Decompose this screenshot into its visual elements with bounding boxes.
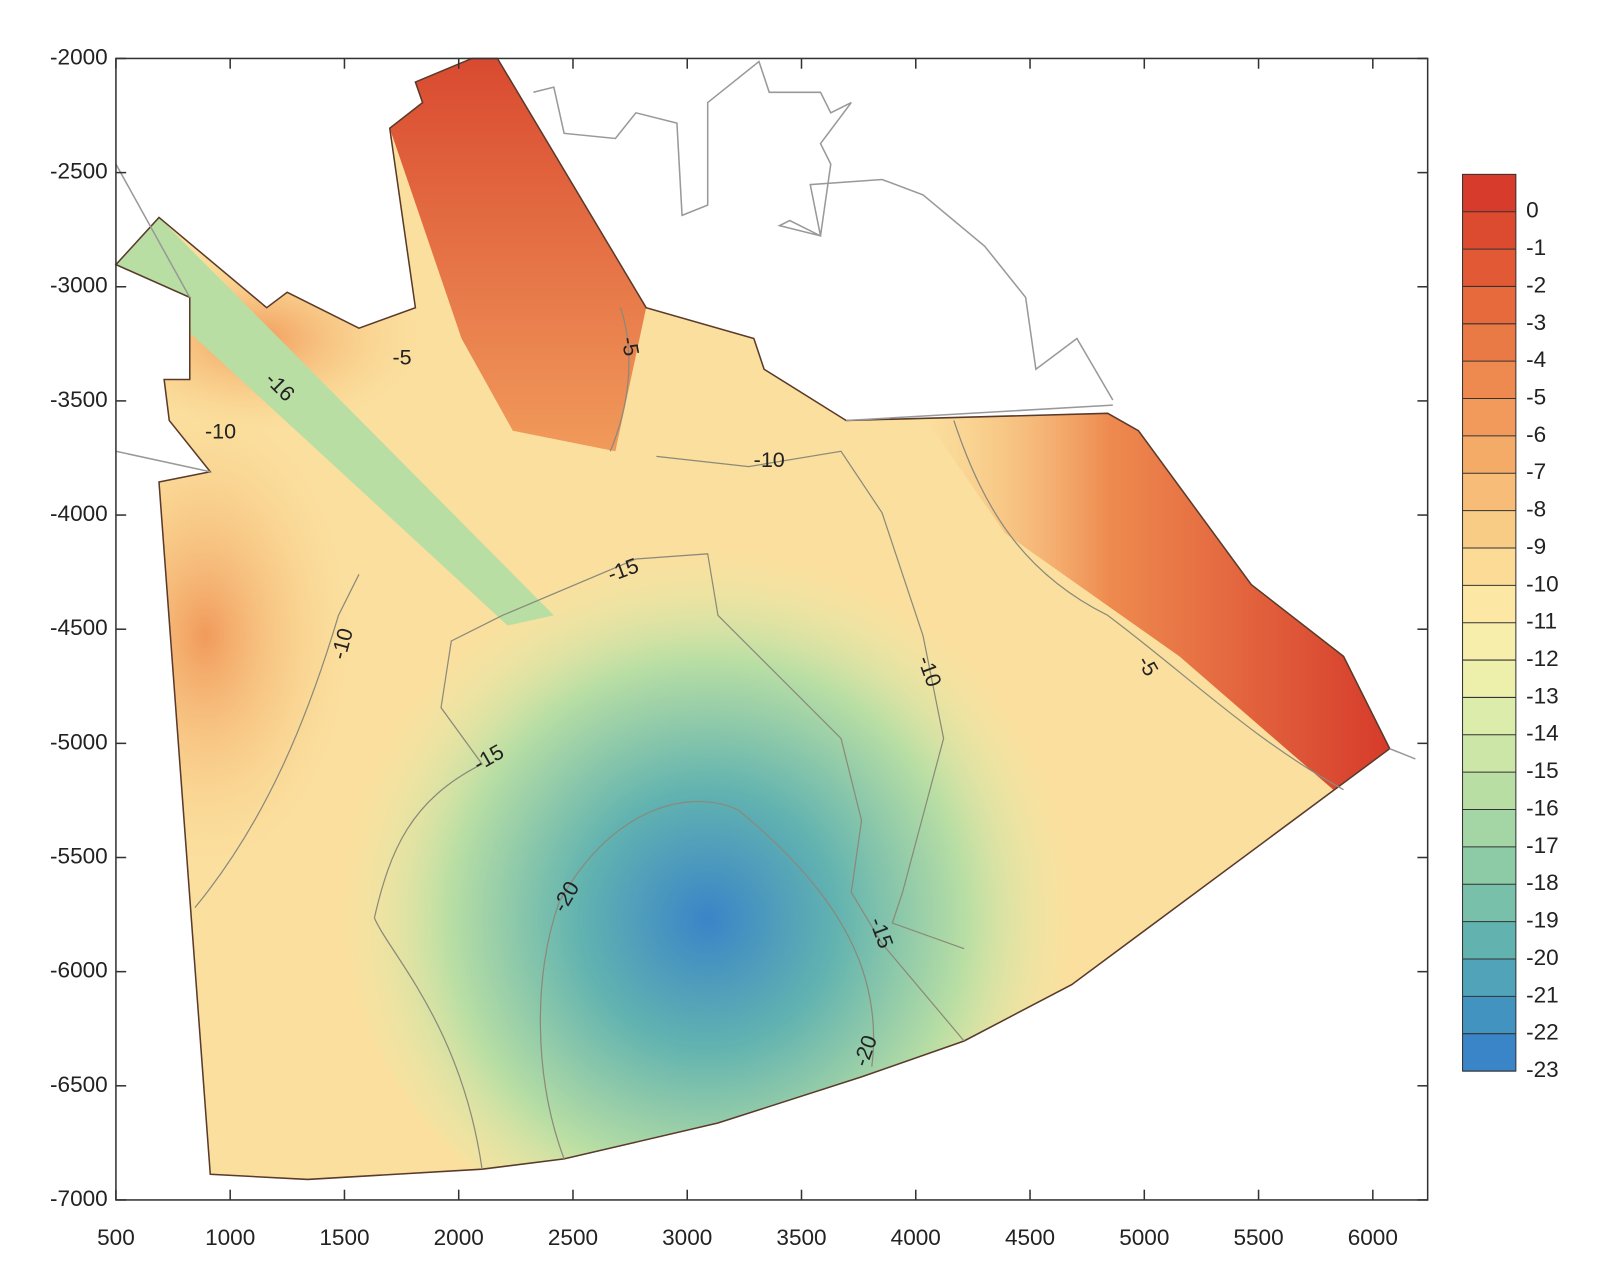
colorbar-band (1462, 510, 1516, 549)
colorbar-label: -9 (1526, 534, 1546, 559)
colorbar-band (1462, 772, 1516, 811)
y-tick-label: -2500 (50, 159, 108, 184)
colorbar-label: -15 (1526, 758, 1559, 783)
colorbar-label: -2 (1526, 272, 1546, 297)
colorbar-band (1462, 697, 1516, 736)
y-tick-label: -5000 (50, 729, 108, 754)
x-tick-label: 1500 (319, 1225, 369, 1250)
colorbar-frame (1462, 173, 1517, 1072)
colorbar-band (1462, 921, 1516, 960)
colorbar-label: -7 (1526, 459, 1546, 484)
colorbar-label: -18 (1526, 870, 1559, 895)
x-tick-label: 3500 (776, 1225, 826, 1250)
colorbar-label: -5 (1526, 384, 1546, 409)
colorbar-label: -8 (1526, 497, 1546, 522)
colorbar-band (1462, 211, 1516, 250)
colorbar-label: -4 (1526, 347, 1546, 372)
colorbar-label: -20 (1526, 945, 1559, 970)
colorbar-band (1462, 622, 1516, 661)
y-tick-label: -3500 (50, 387, 108, 412)
y-tick-label: -4500 (50, 615, 108, 640)
contour-label: -5 (392, 346, 411, 370)
coastline (115, 60, 1416, 760)
colorbar-band (1462, 398, 1516, 437)
colorbar-band (1462, 585, 1516, 624)
colorbar-label: -17 (1526, 833, 1559, 858)
y-tick-label: -4000 (50, 501, 108, 526)
colorbar-label: -6 (1526, 422, 1546, 447)
colorbar-label: -14 (1526, 721, 1559, 746)
colorbar-band (1462, 473, 1516, 512)
colorbar-band (1462, 809, 1516, 848)
contour-label: -10 (754, 448, 785, 472)
colorbar-label: -13 (1526, 683, 1559, 708)
domain-outline (114, 57, 1391, 1181)
y-tick-label: -6000 (50, 958, 108, 983)
colorbar-label: -3 (1526, 310, 1546, 335)
colorbar-label: -21 (1526, 982, 1559, 1007)
x-tick-label: 4500 (1005, 1225, 1055, 1250)
colorbar-label: -12 (1526, 646, 1559, 671)
colorbar-label: -22 (1526, 1020, 1559, 1045)
colorbar-band (1462, 174, 1516, 213)
x-tick-label: 2500 (548, 1225, 598, 1250)
colorbar-band (1462, 884, 1516, 923)
colorbar-band (1462, 996, 1516, 1035)
contour-label: -5 (617, 335, 644, 358)
colorbar-band (1462, 846, 1516, 885)
contour-lines (194, 307, 1344, 1170)
x-tick-label: 5000 (1119, 1225, 1169, 1250)
x-tick-label: 3000 (662, 1225, 712, 1250)
map-fill (115, 58, 1390, 1180)
colorbar-band (1462, 660, 1516, 698)
colorbar-label: -19 (1526, 908, 1559, 933)
x-tick-label: 2000 (434, 1225, 484, 1250)
x-tick-label: 6000 (1348, 1225, 1398, 1250)
colorbar-band (1462, 958, 1516, 997)
colorbar-band (1462, 547, 1516, 586)
colorbar-label: -16 (1526, 795, 1559, 820)
y-tick-label: -7000 (50, 1186, 108, 1211)
colorbar-label: -23 (1526, 1057, 1559, 1082)
y-tick-label: -3000 (50, 273, 108, 298)
colorbar-label: -1 (1526, 235, 1546, 260)
colorbar-band (1462, 1033, 1516, 1072)
colorbar-band (1462, 435, 1516, 474)
y-tick-label: -6500 (50, 1072, 108, 1097)
y-tick-label: -5500 (50, 843, 108, 868)
contour-label: -10 (205, 419, 236, 443)
colorbar-band (1462, 323, 1516, 362)
x-tick-label: 500 (97, 1225, 135, 1250)
colorbar-label: -11 (1526, 609, 1557, 634)
x-tick-label: 5500 (1233, 1225, 1283, 1250)
colorbar-band (1462, 286, 1516, 325)
colorbar-band (1462, 361, 1516, 400)
y-tick-label: -2000 (50, 44, 108, 69)
x-tick-label: 1000 (205, 1225, 255, 1250)
colorbar-label: -10 (1526, 571, 1559, 596)
colorbar-label: 0 (1526, 198, 1539, 223)
x-tick-label: 4000 (891, 1225, 941, 1250)
colorbar-band (1462, 249, 1516, 287)
colorbar-band (1462, 734, 1516, 773)
